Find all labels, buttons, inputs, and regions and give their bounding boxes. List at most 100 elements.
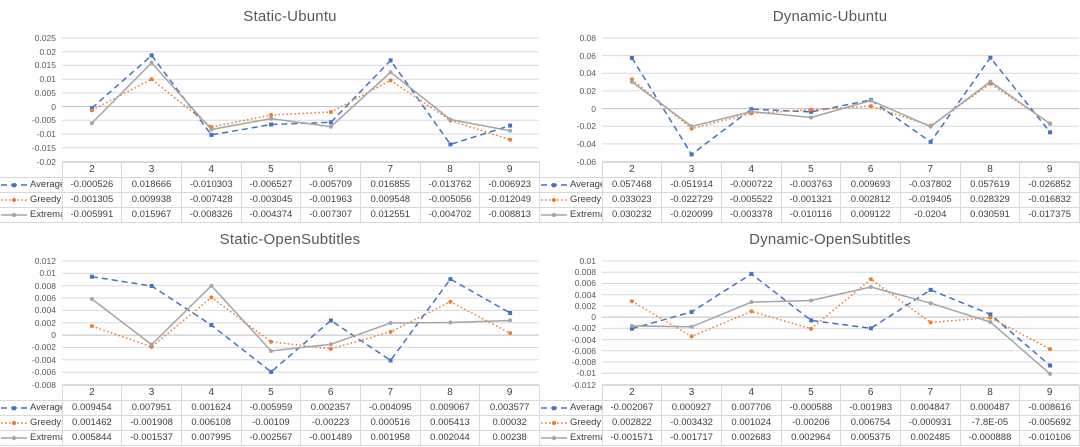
data-point-average: [89, 106, 94, 111]
table-value-cell: -0.004095: [359, 400, 421, 416]
table-value-cell: 0.001958: [359, 430, 421, 446]
table-value-cell: -0.000526: [61, 177, 123, 193]
table-row-average: Average -0.002067 0.000927 0.007706 -0.00058…: [540, 400, 1080, 416]
data-point-extrema: [928, 124, 933, 129]
data-point-average: [629, 326, 634, 331]
legend-label: Average: [570, 179, 602, 191]
y-axis-tick-label: 0.006: [574, 278, 596, 289]
y-axis-tick-label: 0.02: [579, 85, 596, 96]
x-category-label: 8: [419, 385, 481, 401]
table-value-cell: 0.000516: [359, 415, 421, 431]
table-row-greedy: Greedy 0.033023 -0.022729 -0.005522 -0.00132…: [540, 192, 1080, 208]
table-row-extrema: Extrema 0.030232 -0.020099 -0.003378 -0.0101…: [540, 207, 1080, 223]
data-point-greedy: [328, 346, 333, 351]
data-point-extrema: [448, 117, 453, 122]
data-point-average: [269, 122, 274, 127]
data-point-greedy: [149, 77, 154, 82]
table-value-cell: 0.00032: [479, 415, 540, 431]
data-point-greedy: [809, 326, 814, 331]
x-category-label: 7: [359, 385, 421, 401]
data-point-average: [448, 142, 453, 147]
table-value-cell: 0.057468: [601, 177, 663, 193]
data-point-greedy: [508, 137, 513, 142]
data-table: 2 3 4 5 6 7 8 9 Average -0.000526 0.018666 -0.01030…: [0, 162, 540, 223]
table-value-cell: -0.017375: [1019, 207, 1080, 223]
y-axis-tick-label: 0.025: [34, 32, 56, 43]
table-value-cell: -0.001489: [300, 430, 361, 446]
table-value-cell: -0.000588: [780, 400, 842, 416]
data-point-extrema: [388, 70, 393, 75]
chart-title: Dynamic-Ubuntu: [772, 8, 888, 25]
table-value-cell: 0.002357: [300, 400, 361, 416]
data-point-greedy: [689, 334, 694, 339]
chart-title: Static-Ubuntu: [243, 8, 337, 25]
data-point-average: [209, 323, 214, 328]
legend-marker: [551, 420, 557, 426]
table-value-cell: -0.004702: [419, 207, 481, 223]
y-axis-tick-label: -0.002: [31, 342, 56, 353]
legend-label: Average: [30, 402, 62, 414]
data-point-average: [1048, 130, 1053, 135]
table-value-cell: 0.001024: [720, 415, 782, 431]
data-point-extrema: [629, 79, 634, 84]
legend-marker: [12, 406, 16, 411]
plot-area: 0.025 0.02 0.015 0.01 0.005 0 -0.005 -0.01 -0.01…: [0, 32, 540, 165]
table-value-cell: -0.007428: [180, 192, 242, 208]
y-axis-tick-label: -0.01: [36, 128, 56, 139]
legend-label: Extrema: [570, 432, 602, 444]
chart-data-table: 2 3 4 5 6 7 8 9 Average 0.009454 0.007951 0.001624-…: [0, 385, 540, 446]
data-point-average: [749, 107, 754, 112]
data-point-greedy: [988, 315, 993, 320]
data-point-greedy: [928, 320, 933, 325]
data-point-average: [809, 318, 814, 323]
data-point-extrema: [89, 121, 94, 126]
legend-swatch-greedy: [541, 197, 567, 203]
series-line-average: [91, 54, 511, 146]
table-value-cell: 0.002485: [899, 430, 961, 446]
table-value-cell: -0.019405: [899, 192, 961, 208]
x-category-label: 7: [899, 385, 961, 401]
table-value-cell: -0.002567: [240, 430, 302, 446]
x-category-label: 6: [300, 385, 361, 401]
series-line-average: [631, 272, 1051, 367]
legend-label: Extrema: [30, 209, 62, 221]
data-point-extrema: [749, 109, 754, 114]
y-axis-tick-label: 0.006: [34, 292, 56, 303]
table-value-cell: -0.001321: [780, 192, 842, 208]
table-value-cell: -0.000888: [959, 430, 1021, 446]
table-value-cell: -0.006923: [479, 177, 540, 193]
y-axis-tick-label: -0.012: [571, 379, 596, 390]
y-axis-tick-label: -0.002: [571, 323, 596, 334]
legend-swatch-average: [541, 183, 567, 188]
data-point-extrema: [388, 321, 393, 325]
legend-marker: [551, 435, 557, 441]
data-point-extrema: [149, 342, 154, 347]
table-value-cell: 0.030232: [601, 207, 663, 223]
x-category-label: 2: [61, 162, 123, 178]
data-point-extrema: [209, 283, 214, 288]
legend-marker: [12, 183, 16, 188]
table-value-cell: 0.000487: [959, 400, 1021, 416]
chart-title: Dynamic-OpenSubtitles: [749, 231, 911, 248]
table-value-cell: -0.001908: [121, 415, 182, 431]
data-point-greedy: [269, 113, 274, 117]
legend-label: Greedy: [570, 194, 602, 206]
table-value-cell: -0.008616: [1019, 400, 1080, 416]
y-axis-tick-label: -0.008: [31, 379, 56, 390]
legend-key: Extrema: [0, 432, 61, 445]
table-value-cell: -0.037802: [899, 177, 961, 193]
y-axis-tick-label: 0.01: [39, 268, 56, 279]
table-value-cell: 0.009067: [419, 400, 481, 416]
legend-swatch-greedy: [541, 420, 567, 426]
table-row-extrema: Extrema -0.005991 0.015967 -0.008326 -0.0043…: [0, 207, 540, 223]
legend-label: Greedy: [30, 194, 62, 206]
table-value-cell: -0.005522: [720, 192, 782, 208]
legend-key: Average: [540, 402, 601, 415]
plot-svg: [602, 260, 1079, 385]
chart-data-table: 2 3 4 5 6 7 8 9 Average -0.002067 0.000927 0.007706…: [540, 385, 1080, 446]
legend-label: Average: [30, 179, 62, 191]
data-point-greedy: [448, 299, 453, 304]
y-axis-tick-label: 0.012: [34, 255, 56, 266]
x-category-label: 9: [479, 162, 540, 178]
y-axis-tick-label: -0.06: [576, 156, 596, 167]
